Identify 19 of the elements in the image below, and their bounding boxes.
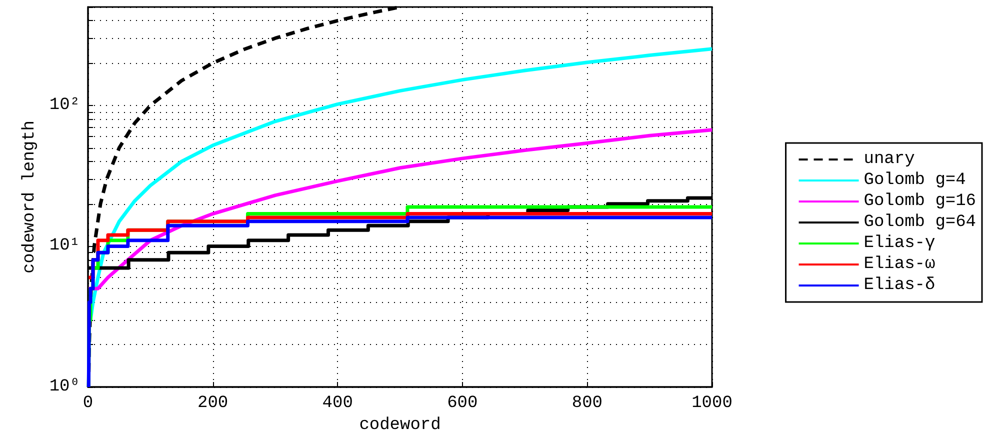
legend-label: unary [864, 150, 915, 169]
line-series [86, 128, 714, 290]
y-tick-label: 10⁰ [49, 378, 80, 396]
x-tick-label: 0 [82, 394, 94, 413]
legend-label: Golomb g=64 [864, 213, 976, 232]
x-tick-label: 800 [572, 394, 603, 413]
x-tick-label: 400 [322, 394, 353, 413]
legend-label: Elias-ω [864, 255, 936, 274]
legend-label: Golomb g=4 [864, 171, 966, 190]
x-tick-label: 600 [447, 394, 478, 413]
y-tick-label: 10¹ [49, 236, 80, 256]
y-tick-label: 10² [49, 96, 80, 115]
x-tick-label: 200 [197, 394, 228, 413]
y-axis-title: codeword length [20, 120, 40, 274]
x-axis-title: codeword [359, 416, 441, 435]
x-tick-label: 1000 [692, 394, 732, 413]
legend-label: Elias-δ [864, 276, 936, 295]
legend-label: Elias-γ [864, 234, 936, 253]
legend-label: Golomb g=16 [864, 192, 976, 211]
